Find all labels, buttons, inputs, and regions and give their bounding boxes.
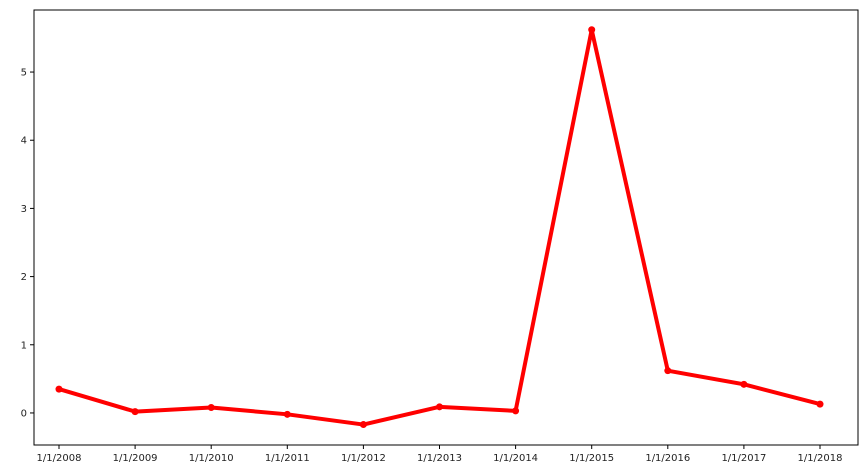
x-tick-label: 1/1/2012 — [341, 453, 386, 464]
x-tick-label: 1/1/2013 — [417, 453, 462, 464]
x-tick-label: 1/1/2017 — [721, 453, 766, 464]
data-point — [359, 421, 367, 429]
x-tick-label: 1/1/2009 — [113, 453, 158, 464]
x-tick-label: 1/1/2011 — [265, 453, 310, 464]
y-axis-ticks: 0 1 2 3 4 5 — [21, 68, 34, 419]
data-point — [664, 367, 672, 375]
y-tick-label: 5 — [21, 68, 27, 79]
data-point — [131, 408, 139, 416]
data-point — [55, 385, 63, 393]
plot-area-frame — [33, 9, 859, 446]
x-tick-label: 1/1/2014 — [493, 453, 538, 464]
data-point — [740, 380, 748, 388]
series-layer — [55, 26, 824, 429]
data-point — [588, 26, 596, 34]
series-line — [57, 27, 822, 427]
x-tick-label: 1/1/2015 — [569, 453, 614, 464]
y-tick-label: 3 — [21, 204, 27, 215]
y-tick-label: 4 — [21, 136, 27, 147]
x-axis-ticks: 1/1/2008 1/1/2009 1/1/2010 1/1/2011 1/1/2012… — [37, 445, 843, 464]
data-point — [207, 404, 215, 411]
data-point — [436, 403, 443, 411]
y-tick-label: 0 — [21, 408, 27, 419]
data-point — [283, 410, 291, 418]
y-tick-label: 1 — [21, 340, 27, 351]
data-point — [816, 400, 824, 408]
x-tick-label: 1/1/2008 — [37, 453, 82, 464]
y-tick-label: 2 — [21, 272, 27, 283]
data-point — [512, 407, 520, 415]
x-tick-label: 1/1/2010 — [189, 453, 234, 464]
x-tick-label: 1/1/2018 — [798, 453, 843, 464]
x-tick-label: 1/1/2016 — [645, 453, 690, 464]
